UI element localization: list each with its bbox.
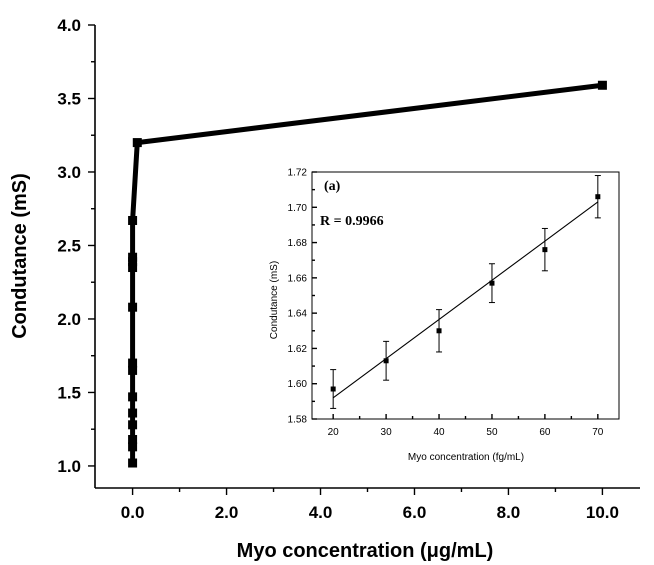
main-x-tick-label: 6.0 bbox=[403, 503, 427, 522]
main-data-point bbox=[128, 365, 138, 375]
inset-y-axis-title: Condutance (mS) bbox=[269, 261, 280, 339]
main-x-axis-title: Myo concentration (μg/mL) bbox=[237, 540, 494, 562]
main-y-tick-label: 3.0 bbox=[57, 163, 81, 182]
main-series-line bbox=[130, 82, 603, 464]
inset-data-point bbox=[489, 280, 495, 286]
inset-x-tick-label: 30 bbox=[381, 427, 393, 438]
inset-data-point bbox=[542, 247, 548, 253]
inset-y-tick-label: 1.60 bbox=[288, 379, 308, 390]
main-data-point bbox=[128, 215, 138, 225]
inset-data-point bbox=[330, 386, 336, 392]
inset-x-tick-label: 60 bbox=[539, 427, 551, 438]
main-data-point bbox=[128, 392, 138, 402]
main-y-tick-label: 4.0 bbox=[57, 16, 81, 35]
inset-y-tick-label: 1.72 bbox=[288, 168, 308, 179]
inset-data-point bbox=[383, 358, 389, 364]
main-data-point bbox=[128, 408, 138, 418]
inset-x-tick-label: 50 bbox=[486, 427, 498, 438]
inset-y-tick-label: 1.70 bbox=[288, 203, 308, 214]
main-data-point bbox=[128, 252, 138, 262]
inset-frame bbox=[311, 171, 620, 420]
main-y-tick-label: 1.0 bbox=[57, 457, 81, 476]
inset-y-tick-label: 1.58 bbox=[288, 415, 308, 426]
inset-x-tick-label: 20 bbox=[328, 427, 340, 438]
main-data-point bbox=[128, 420, 138, 430]
main-data-point bbox=[128, 434, 138, 444]
inset-data-point bbox=[436, 328, 442, 334]
inset-x-tick-label: 70 bbox=[592, 427, 604, 438]
inset-fit-line bbox=[332, 201, 599, 399]
main-data-point bbox=[128, 458, 138, 468]
main-y-tick-label: 1.5 bbox=[57, 383, 81, 402]
main-x-tick-label: 2.0 bbox=[215, 503, 239, 522]
main-data-point bbox=[128, 263, 138, 273]
inset-panel-label: (a) bbox=[324, 179, 341, 194]
main-data-point bbox=[128, 358, 138, 368]
inset-y-tick-label: 1.66 bbox=[288, 273, 308, 284]
main-y-axis-title: Condutance (mS) bbox=[9, 173, 31, 339]
main-chart: 0.0 2.0 4.0 6.0 8.0 10.0 1.0 1.5 2.0 2.5 3.0 3.5 4.0… bbox=[9, 16, 640, 562]
inset-y-tick-label: 1.62 bbox=[288, 344, 308, 355]
main-y-tick-label: 3.5 bbox=[57, 89, 81, 108]
main-data-point bbox=[597, 80, 607, 90]
inset-ticks: 20 30 40 50 60 70 1.58 1.60 1.62 1.64 1.66 1.68 1.70… bbox=[288, 168, 604, 439]
inset-x-tick-label: 40 bbox=[433, 427, 445, 438]
main-x-tick-label: 10.0 bbox=[586, 503, 619, 522]
main-y-tick-label: 2.0 bbox=[57, 310, 81, 329]
inset-y-tick-label: 1.68 bbox=[288, 238, 308, 249]
inset-chart: 20 30 40 50 60 70 1.58 1.60 1.62 1.64 1.66 1.68 1.70… bbox=[269, 168, 620, 463]
inset-y-tick-label: 1.64 bbox=[288, 309, 308, 320]
main-data-point bbox=[132, 138, 142, 148]
inset-data-point bbox=[595, 194, 601, 200]
main-markers bbox=[128, 80, 607, 468]
inset-r-value: R = 0.9966 bbox=[320, 214, 384, 229]
inset-points bbox=[330, 175, 601, 409]
main-x-tick-label: 4.0 bbox=[309, 503, 333, 522]
main-x-tick-label: 8.0 bbox=[497, 503, 521, 522]
main-x-tick-label: 0.0 bbox=[121, 503, 145, 522]
main-y-tick-label: 2.5 bbox=[57, 236, 81, 255]
main-data-point bbox=[128, 442, 138, 452]
inset-x-axis-title: Myo concentration (fg/mL) bbox=[408, 452, 524, 463]
main-ticks: 0.0 2.0 4.0 6.0 8.0 10.0 1.0 1.5 2.0 2.5 3.0 3.5 4.0 bbox=[57, 16, 619, 522]
main-data-point bbox=[128, 302, 138, 312]
